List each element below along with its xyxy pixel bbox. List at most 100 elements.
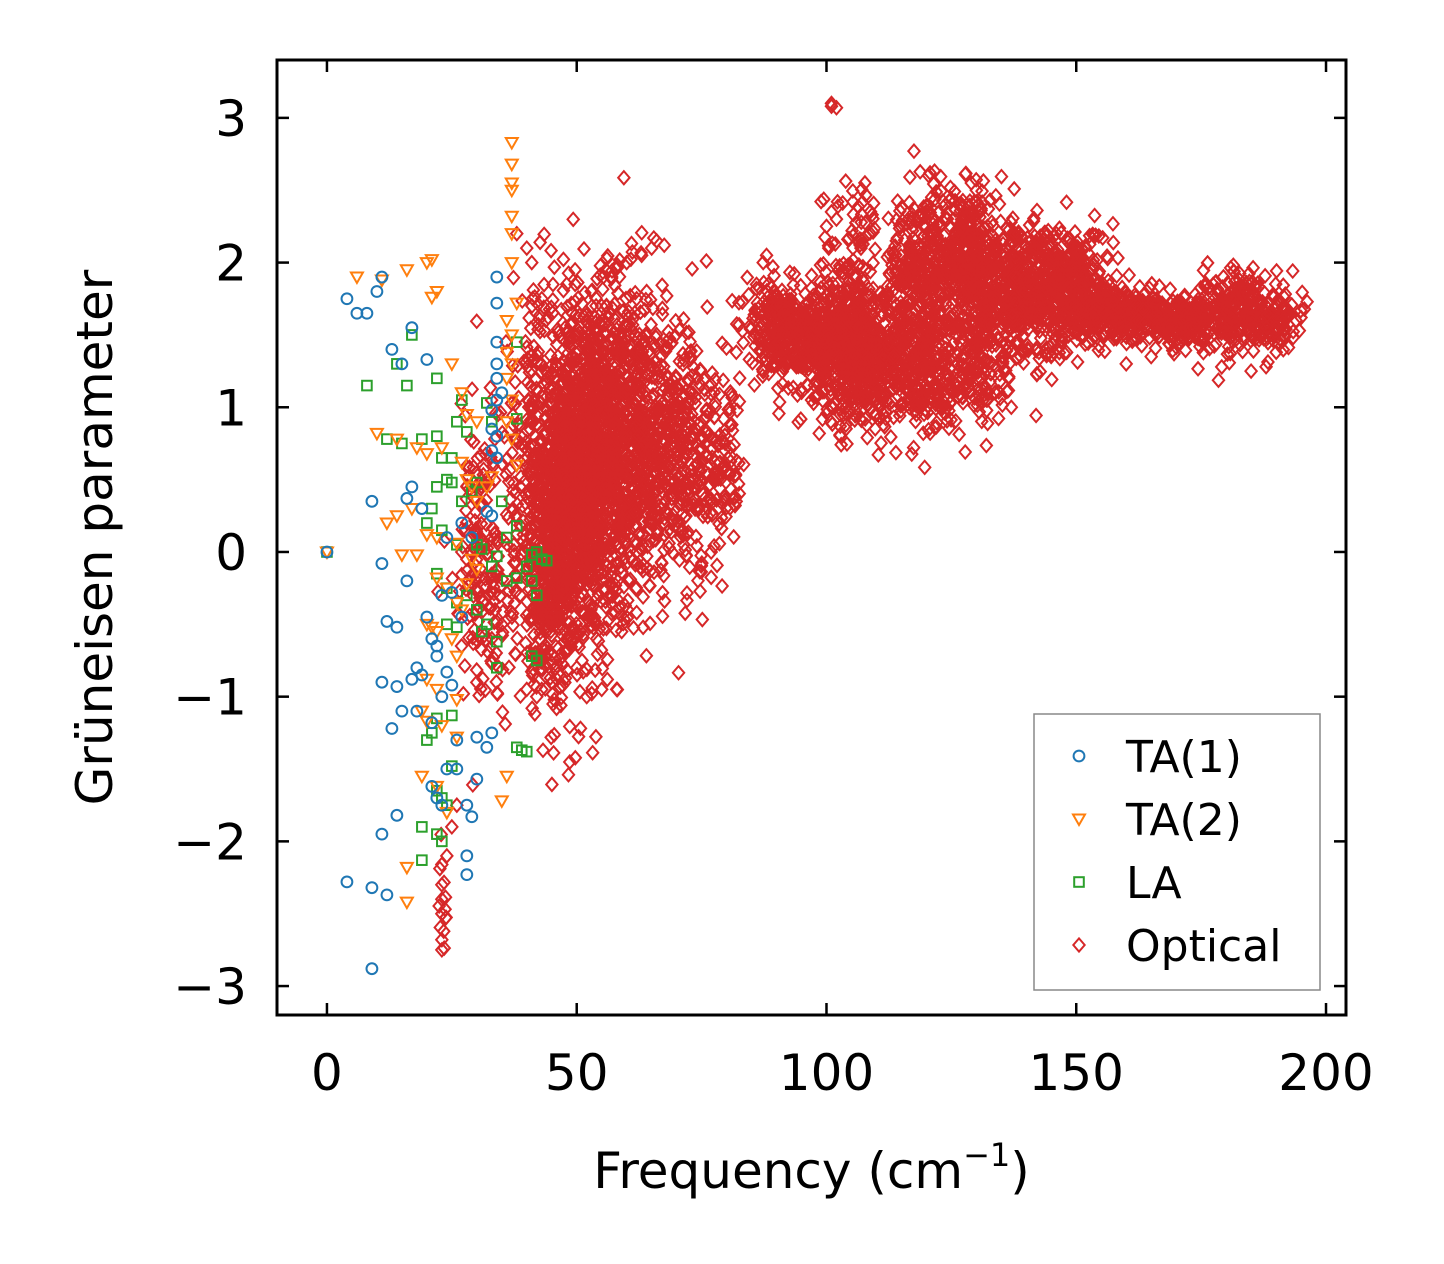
data-point <box>630 365 645 383</box>
data-point <box>606 449 621 467</box>
data-point <box>646 532 661 549</box>
data-point <box>662 412 677 430</box>
data-point <box>689 342 704 360</box>
data-point <box>676 310 691 328</box>
data-point <box>732 369 747 387</box>
data-point <box>871 446 886 464</box>
data-point <box>571 728 586 745</box>
data-point <box>670 481 685 498</box>
data-point <box>574 482 589 499</box>
data-point <box>590 270 605 287</box>
data-point <box>672 469 687 486</box>
data-point <box>570 666 585 683</box>
data-point <box>574 295 590 312</box>
data-point <box>583 325 598 342</box>
data-point <box>556 251 571 268</box>
data-point <box>588 728 603 745</box>
data-point <box>659 368 674 386</box>
data-point <box>584 332 599 350</box>
data-point <box>617 414 632 431</box>
data-point <box>747 376 762 393</box>
data-point <box>655 300 670 317</box>
data-point <box>662 535 677 552</box>
data-point <box>598 593 613 610</box>
data-point <box>582 478 597 496</box>
data-point <box>566 211 581 228</box>
data-point <box>605 262 620 279</box>
data-point <box>588 662 603 679</box>
data-point <box>628 284 643 301</box>
data-point <box>632 382 647 400</box>
data-point <box>700 298 715 316</box>
data-point <box>599 487 614 505</box>
data-point <box>611 401 626 418</box>
data-point <box>626 619 641 637</box>
data-point <box>642 432 657 449</box>
data-point <box>590 646 605 663</box>
data-point <box>568 749 583 766</box>
data-point <box>547 691 562 708</box>
data-point <box>694 554 709 572</box>
data-point <box>705 449 720 466</box>
data-point <box>540 365 555 382</box>
data-point <box>604 576 619 593</box>
data-point <box>654 452 669 469</box>
data-point <box>625 243 640 261</box>
data-point <box>595 660 610 677</box>
data-point <box>679 400 694 417</box>
data-point <box>644 368 659 386</box>
series-optical <box>430 95 1315 959</box>
data-point <box>634 541 649 559</box>
data-point <box>643 316 659 333</box>
data-point <box>615 427 630 445</box>
data-point <box>628 580 644 598</box>
data-point <box>563 518 578 535</box>
data-point <box>569 504 584 521</box>
data-point <box>632 410 647 427</box>
data-point <box>600 651 615 668</box>
data-point <box>868 241 883 258</box>
data-point <box>535 661 550 678</box>
data-point <box>642 532 657 550</box>
data-point <box>590 448 605 466</box>
data-point <box>654 554 669 571</box>
data-point <box>582 427 597 444</box>
data-point <box>611 486 626 503</box>
data-point <box>546 744 561 761</box>
data-point <box>674 480 689 497</box>
data-point <box>667 512 682 530</box>
data-point <box>695 486 711 503</box>
data-point <box>671 664 686 681</box>
data-point <box>906 439 921 456</box>
data-point <box>665 454 680 471</box>
data-point <box>615 303 630 320</box>
data-point <box>597 411 612 429</box>
data-point <box>715 335 730 352</box>
data-point <box>579 380 594 398</box>
data-point <box>590 346 605 363</box>
data-point <box>610 591 625 608</box>
data-point <box>625 552 640 570</box>
data-point <box>652 497 667 514</box>
data-point <box>675 345 691 363</box>
data-point <box>546 361 561 379</box>
data-point <box>569 352 584 369</box>
data-point <box>673 528 688 546</box>
data-point <box>663 496 678 513</box>
data-point <box>554 689 569 706</box>
data-point <box>994 168 1009 185</box>
data-point <box>618 383 633 400</box>
data-point <box>600 247 615 265</box>
data-point <box>593 502 608 519</box>
data-point <box>529 380 544 397</box>
data-point <box>593 266 608 284</box>
data-point <box>644 505 659 523</box>
data-point <box>570 636 585 653</box>
data-point <box>726 528 741 546</box>
data-point <box>573 334 589 351</box>
data-point <box>606 390 622 407</box>
data-point <box>617 317 632 334</box>
data-point <box>620 338 635 356</box>
data-point <box>654 395 669 413</box>
